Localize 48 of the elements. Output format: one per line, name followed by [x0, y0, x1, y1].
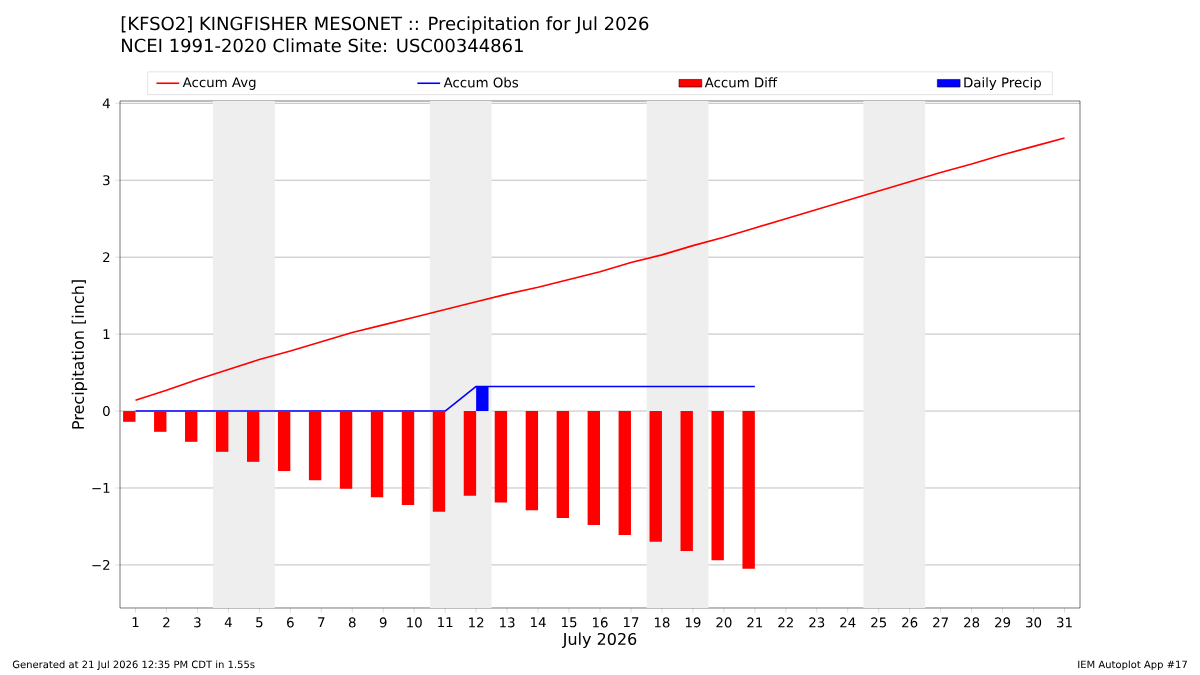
chart-subtitle: NCEI 1991-2020 Climate Site: USC00344861: [122, 38, 523, 53]
x-tick-label: 19: [685, 617, 701, 628]
y-tick-label: 0: [103, 405, 110, 417]
x-tick-label: 23: [809, 617, 825, 628]
y-tick-label: 3: [103, 175, 110, 186]
x-tick-label: 22: [778, 617, 793, 628]
x-tick-label: 29: [995, 617, 1011, 628]
text: Generated at 21 Jul 2026 12:35 PM CDT in 1.55s: [12, 660, 255, 671]
x-tick-label: 13: [500, 617, 515, 628]
x-tick-label: 3: [194, 617, 201, 628]
legend-label: Accum Avg: [182, 77, 256, 90]
x-tick-label: 31: [1057, 617, 1072, 628]
y-tick-label: −1: [92, 483, 110, 493]
legend-label: Daily Precip: [964, 77, 1041, 91]
x-tick-label: 12: [469, 617, 484, 628]
x-tick-label: 26: [902, 617, 918, 628]
x-tick-label: 5: [256, 617, 263, 628]
x-tick-label: 16: [592, 617, 608, 628]
x-axis-title: July 2026: [561, 632, 637, 649]
y-tick-label: 1: [103, 329, 110, 339]
x-tick-label: 25: [871, 617, 887, 628]
legend-label: Accum Obs: [443, 77, 519, 88]
x-tick-label: 9: [379, 617, 387, 628]
x-tick-label: 20: [716, 617, 732, 628]
x-tick-label: 30: [1026, 617, 1042, 628]
x-tick-label: 27: [933, 617, 948, 628]
x-tick-label: 10: [407, 617, 422, 628]
x-tick-label: 24: [840, 617, 856, 628]
x-tick-label: 14: [531, 617, 546, 628]
y-axis-title: Precipitation [inch]: [71, 280, 88, 429]
x-tick-label: 4: [224, 617, 232, 628]
text: IEM Autoplot App #17: [1078, 660, 1187, 671]
x-tick-label: 2: [163, 617, 170, 628]
x-tick-label: 21: [747, 617, 763, 628]
x-tick-label: 11: [438, 617, 453, 628]
x-tick-label: 18: [654, 617, 670, 628]
y-tick-label: 4: [102, 98, 110, 109]
x-tick-label: 1: [132, 617, 139, 628]
x-tick-label: 17: [623, 617, 639, 628]
y-tick-label: 2: [103, 252, 110, 263]
legend-label: Accum Diff: [704, 77, 778, 88]
x-tick-label: 8: [348, 617, 356, 628]
x-tick-label: 15: [562, 617, 577, 628]
x-tick-label: 7: [318, 617, 325, 628]
y-tick-label: −2: [92, 559, 110, 570]
x-tick-label: 6: [287, 617, 294, 628]
chart-title: [KFSO2] KINGFISHER MESONET :: Precipitation for Jul 2026: [121, 16, 649, 34]
x-tick-label: 28: [964, 617, 980, 628]
